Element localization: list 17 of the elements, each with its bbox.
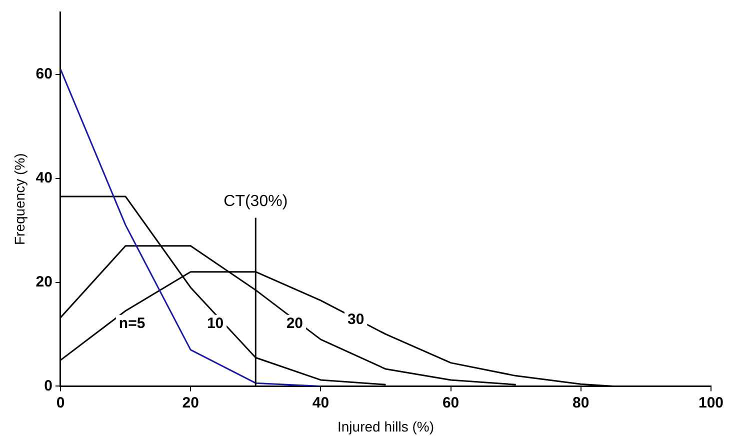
y-tick-label: 0 xyxy=(44,377,52,394)
x-tick-label: 100 xyxy=(698,394,724,412)
y-axis-title: Frequency (%) xyxy=(11,153,28,246)
x-axis-title: Injured hills (%) xyxy=(338,418,434,434)
annotation: 20 xyxy=(286,314,304,332)
x-tick-label: 0 xyxy=(56,394,65,412)
y-tick-label: 60 xyxy=(36,66,52,83)
y-tick-label: 40 xyxy=(36,169,52,186)
y-tick-label: 20 xyxy=(36,273,52,290)
ref-line-label: CT(30%) xyxy=(224,193,288,210)
x-tick-label: 80 xyxy=(572,394,590,412)
annotation: 30 xyxy=(347,310,364,328)
annotation: 10 xyxy=(206,314,224,332)
x-tick-label: 20 xyxy=(182,394,199,412)
annotation: n=5 xyxy=(118,314,146,332)
x-tick-label: 60 xyxy=(442,394,460,412)
x-tick-label: 40 xyxy=(312,394,330,412)
